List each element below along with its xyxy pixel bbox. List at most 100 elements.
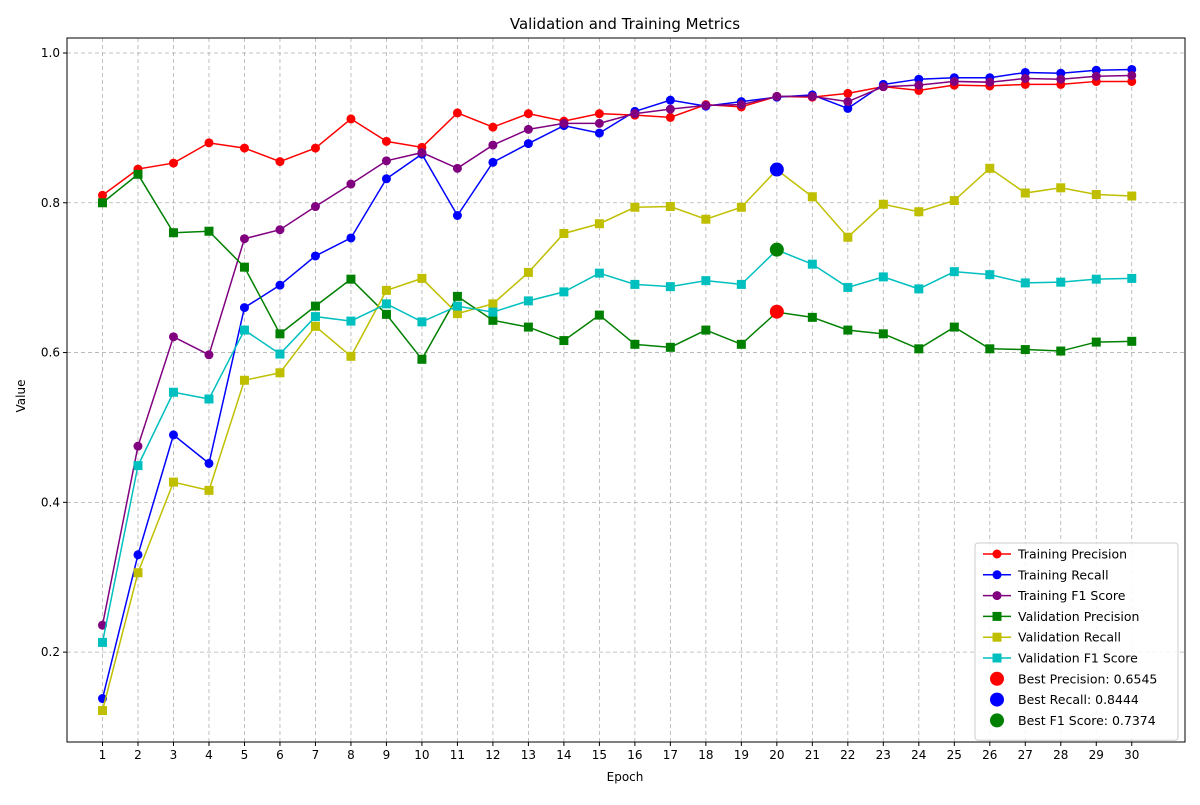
plot-frame [66,37,1186,743]
highlight-layer [769,162,784,319]
data-point-training-f1-score [275,225,285,235]
y-tick-label: 0.8 [41,196,60,210]
x-tick-label: 12 [485,748,500,762]
x-tick-label: 11 [450,748,465,762]
legend-swatch-marker [992,611,1002,621]
data-point-training-f1-score [168,332,178,342]
data-point-validation-precision [97,198,107,208]
data-point-training-recall [346,233,356,243]
data-point-training-recall [204,458,214,468]
data-point-training-f1-score [701,100,711,110]
x-tick-label: 25 [947,748,962,762]
data-point-training-f1-score [417,148,427,158]
data-point-validation-precision [630,339,640,349]
x-tick-label: 8 [347,748,355,762]
grid-layer [67,38,1185,742]
data-point-validation-recall [1056,183,1066,193]
legend-label: Validation Recall [1018,630,1121,645]
x-tick-label: 3 [170,748,178,762]
data-point-training-precision [168,158,178,168]
x-tick-label: 4 [205,748,213,762]
data-point-validation-recall [594,219,604,229]
legend-item-best-f1-score-0-7374: Best F1 Score: 0.7374 [990,713,1156,728]
data-point-training-f1-score [843,97,853,107]
data-point-validation-recall [914,207,924,217]
data-point-validation-precision [1056,346,1066,356]
data-point-validation-precision [346,274,356,284]
data-point-validation-f1-score [488,307,498,317]
data-point-validation-f1-score [97,637,107,647]
data-point-validation-f1-score [985,270,995,280]
y-axis-title: Value [14,380,28,413]
x-tick-label: 26 [982,748,997,762]
data-point-validation-f1-score [133,461,143,471]
data-point-validation-recall [559,228,569,238]
data-point-validation-precision [133,169,143,179]
x-tick-label: 24 [911,748,926,762]
data-point-validation-precision [914,344,924,354]
series-line-validation-recall [101,167,1132,711]
data-point-validation-recall [985,163,995,173]
data-point-training-f1-score [133,441,143,451]
legend-item-training-f1-score: Training F1 Score [983,588,1126,603]
legend-item-validation-f1-score: Validation F1 Score [983,651,1138,666]
data-point-training-recall [239,303,249,313]
data-point-validation-precision [417,354,427,364]
data-point-validation-recall [275,368,285,378]
data-point-training-f1-score [1020,73,1030,83]
x-tick-label: 17 [663,748,678,762]
legend-label: Training Precision [1017,547,1127,562]
data-point-validation-recall [665,202,675,212]
data-point-validation-precision [488,315,498,325]
data-point-training-f1-score [1127,70,1137,80]
data-point-validation-precision [665,342,675,352]
data-point-training-f1-score [452,163,462,173]
data-point-training-f1-score [204,350,214,360]
data-point-validation-precision [523,322,533,332]
data-point-validation-f1-score [204,394,214,404]
data-point-validation-f1-score [275,349,285,359]
data-point-training-precision [275,157,285,167]
data-point-training-recall [665,95,675,105]
data-point-validation-f1-score [346,316,356,326]
data-point-validation-recall [878,199,888,209]
data-point-training-f1-score [239,234,249,244]
data-point-training-recall [488,157,498,167]
data-point-validation-recall [346,351,356,361]
legend: Training Precision Training Recall Trainin… [974,542,1179,741]
chart-title: Validation and Training Metrics [510,15,740,33]
series-line-validation-precision [102,173,1132,361]
data-point-training-precision [381,136,391,146]
x-tick-label: 6 [276,748,284,762]
legend-swatch-marker [990,713,1004,728]
legend-swatch-marker [992,632,1002,642]
data-point-training-f1-score [523,124,533,134]
data-point-validation-f1-score [523,296,533,306]
data-point-validation-recall [488,299,498,309]
data-point-validation-precision [1127,336,1137,346]
data-point-validation-precision [1091,337,1101,347]
data-point-training-f1-score [1091,71,1101,81]
x-tick-label: 14 [556,748,571,762]
x-axis-title: Epoch [607,770,644,784]
data-point-validation-f1-score [452,301,462,311]
x-tick-label: 29 [1089,748,1104,762]
data-point-validation-recall [630,202,640,212]
legend-label: Best Recall: 0.8444 [1018,692,1139,707]
data-point-training-precision [310,143,320,153]
data-point-validation-precision [239,262,249,272]
data-point-training-f1-score [736,100,746,110]
x-tick-label: 13 [521,748,536,762]
data-point-training-precision [594,109,604,119]
x-tick-label: 22 [840,748,855,762]
data-point-training-f1-score [878,82,888,92]
legend-label: Best F1 Score: 0.7374 [1018,713,1156,728]
data-point-validation-recall [1020,188,1030,198]
legend-swatch-marker [992,570,1002,580]
data-point-training-f1-score [949,76,959,86]
data-point-training-f1-score [985,77,995,87]
data-point-validation-recall [843,232,853,242]
data-point-validation-f1-score [1091,274,1101,284]
data-point-validation-precision [807,312,817,322]
legend-swatch-marker [992,549,1002,559]
